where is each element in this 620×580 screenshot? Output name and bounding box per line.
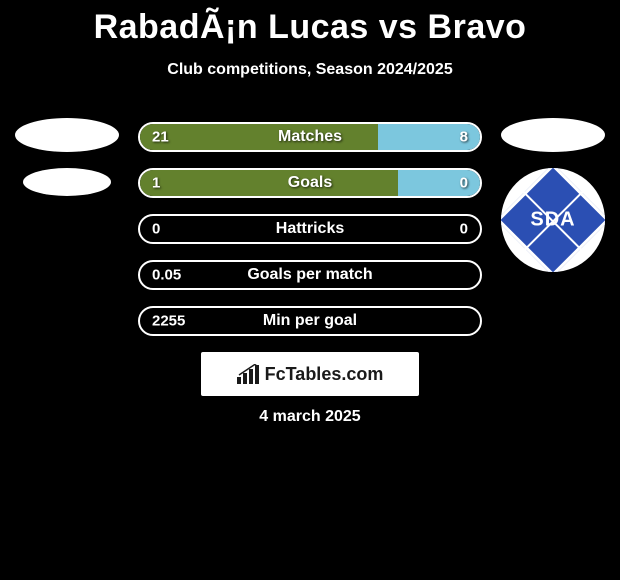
club-badge-letters: SDA xyxy=(530,209,575,232)
stat-row: 0.05 Goals per match xyxy=(138,260,482,290)
player-right-club-badge: SDA xyxy=(501,168,605,272)
brand-text: FcTables.com xyxy=(265,364,384,385)
stat-value-right: 8 xyxy=(460,129,468,146)
player-left-avatar-placeholder xyxy=(15,118,119,152)
player-right-avatar-placeholder xyxy=(501,118,605,152)
stat-value-right: 0 xyxy=(460,221,468,238)
comparison-bars: 21 8 Matches 1 0 Goals 0 0 Hattricks 0.05 Goals pe… xyxy=(138,122,482,352)
stat-value-left: 1 xyxy=(152,175,160,192)
stat-label: Hattricks xyxy=(276,220,344,238)
stat-value-left: 0.05 xyxy=(152,267,181,284)
player-left-block xyxy=(8,118,126,212)
stat-value-left: 2255 xyxy=(152,313,185,330)
page-title: RabadÃ¡n Lucas vs Bravo xyxy=(0,0,620,47)
stat-bar-left xyxy=(140,170,398,196)
chart-icon xyxy=(237,364,259,384)
stat-row: 0 0 Hattricks xyxy=(138,214,482,244)
stat-row: 1 0 Goals xyxy=(138,168,482,198)
stat-value-left: 21 xyxy=(152,129,169,146)
player-right-block: SDA xyxy=(494,118,612,272)
stat-value-left: 0 xyxy=(152,221,160,238)
stat-label: Matches xyxy=(278,128,342,146)
stat-label: Goals per match xyxy=(247,266,372,284)
brand-badge[interactable]: FcTables.com xyxy=(201,352,419,396)
subtitle: Club competitions, Season 2024/2025 xyxy=(0,61,620,79)
date-text: 4 march 2025 xyxy=(259,408,360,426)
stat-bar-left xyxy=(140,124,378,150)
stat-value-right: 0 xyxy=(460,175,468,192)
stat-row: 2255 Min per goal xyxy=(138,306,482,336)
stat-label: Goals xyxy=(288,174,332,192)
player-left-club-placeholder xyxy=(23,168,111,196)
stat-label: Min per goal xyxy=(263,312,357,330)
stat-row: 21 8 Matches xyxy=(138,122,482,152)
